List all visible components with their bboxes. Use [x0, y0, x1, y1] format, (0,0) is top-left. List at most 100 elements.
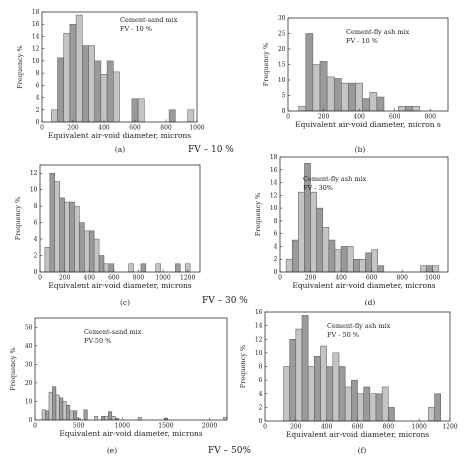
y-tick-label: 0: [274, 269, 278, 276]
y-tick-label: 2: [34, 253, 38, 260]
histogram-bar: [291, 239, 299, 273]
histogram-bar: [66, 404, 71, 421]
legend-entry: FV - 10 %: [346, 37, 378, 45]
legend-entry: Cement-fly ash mix: [327, 322, 391, 330]
histogram-bar: [377, 265, 385, 273]
y-tick-label: 8: [259, 364, 263, 371]
histogram-bar: [353, 258, 360, 273]
plot-frame: [39, 164, 201, 273]
x-tick-label: 600: [129, 125, 141, 132]
histogram-bar: [332, 352, 340, 422]
panel-1: 0 200 400 600 800 1000 0 2 4 6 8 10 12 14 16 18 Equivale…: [16, 9, 205, 154]
histogram-bar: [355, 82, 363, 112]
y-tick-label: 6: [36, 82, 40, 89]
x-tick-label: 200: [59, 275, 71, 282]
histogram-bar: [344, 386, 352, 422]
histogram-bar: [375, 393, 383, 422]
histogram-bar: [405, 106, 413, 112]
plot-frame: [41, 11, 198, 123]
histogram-bar: [137, 416, 142, 421]
y-tick-label: 20: [25, 380, 33, 387]
histogram-bar: [128, 263, 134, 273]
histogram-bar: [310, 191, 317, 273]
x-tick-label: 400: [321, 424, 333, 431]
y-tick-label: 16: [255, 309, 263, 316]
panel-3: 0 200 400 600 800 1000 1200 0 2 4 6 8 10 12 Equivalent…: [14, 164, 201, 307]
panel-label: (f): [358, 446, 367, 455]
histogram-bar: [426, 265, 433, 273]
histogram-bar: [63, 33, 71, 123]
x-tick-label: 200: [318, 114, 330, 121]
x-tick-label: 400: [84, 275, 96, 282]
y-axis-label: Frequency %: [14, 197, 22, 240]
histogram-bar: [338, 366, 346, 422]
x-tick-label: 400: [98, 125, 110, 132]
histogram-bar: [83, 409, 88, 421]
histogram-bar: [341, 82, 349, 112]
panel-6: 0 200 400 600 800 1000 1200 0 2 4 6 8 10 12 14 16 Equiva…: [239, 309, 458, 455]
histogram-bar: [333, 78, 342, 112]
legend-entry: Cement-sand mix: [84, 328, 142, 336]
y-tick-label: 12: [30, 170, 38, 177]
y-tick-label: 30: [25, 361, 33, 368]
histogram-bar: [52, 386, 57, 421]
histogram-bar: [328, 239, 336, 273]
histogram-bar: [108, 263, 115, 273]
y-tick-label: 0: [282, 108, 286, 115]
histogram-bar: [113, 71, 120, 123]
histogram-bar: [357, 393, 364, 422]
x-tick-label: 1000: [189, 125, 204, 132]
y-axis-label: Frequency %: [16, 45, 24, 88]
group-label-fv-30: FV – 30 %: [202, 296, 248, 306]
x-axis-label: Equivalent air-void diameter, microns: [48, 131, 191, 140]
histogram-bar: [298, 106, 307, 112]
legend-entry: Cement-sand mix: [120, 16, 178, 24]
histogram-bar: [155, 263, 161, 273]
y-tick-label: 8: [36, 70, 40, 77]
x-tick-label: 1000: [425, 275, 440, 282]
histogram-bar: [340, 246, 348, 273]
x-tick-label: 600: [352, 424, 364, 431]
legend-entry: FV-50 %: [84, 337, 111, 345]
histogram-bar: [298, 191, 305, 273]
histogram-bar: [175, 263, 181, 273]
panel-label: (c): [120, 298, 130, 307]
y-tick-label: 15: [278, 62, 286, 69]
legend-entry: FV - 30%: [303, 184, 333, 192]
histogram-bar: [381, 386, 389, 422]
x-tick-label: 800: [396, 275, 408, 282]
histogram-bar: [131, 98, 139, 123]
histogram-bar: [59, 397, 64, 421]
histogram-bar: [79, 222, 85, 273]
histogram-bar: [108, 411, 113, 421]
histogram-bar: [48, 391, 53, 421]
histogram-bar: [54, 181, 60, 273]
y-tick-label: 14: [270, 180, 278, 187]
histogram-bar: [51, 109, 58, 123]
histogram-bar: [316, 207, 324, 273]
plot-frame: [279, 156, 449, 273]
histogram-bar: [307, 366, 315, 422]
x-tick-label: 800: [383, 424, 395, 431]
y-tick-label: 0: [259, 418, 263, 425]
y-tick-label: 8: [34, 203, 38, 210]
y-tick-label: 0: [36, 119, 40, 126]
histogram-bar: [88, 230, 95, 273]
histogram-bar: [69, 410, 74, 421]
x-tick-label: 800: [160, 125, 172, 132]
x-tick-label: 400: [335, 275, 347, 282]
y-tick-label: 30: [278, 15, 286, 22]
panel-label: (e): [107, 446, 117, 455]
group-label-fv-10: FV – 10 %: [188, 145, 234, 155]
y-tick-label: 2: [36, 107, 40, 114]
x-axis-label: Equivalent air-void diameter, microns: [59, 429, 202, 438]
panel-label: (b): [355, 145, 366, 154]
histogram-bar: [41, 409, 46, 421]
histogram-bar: [397, 106, 406, 112]
x-tick-label: 400: [353, 114, 365, 121]
histogram-bar: [320, 345, 327, 422]
y-tick-label: 25: [278, 31, 286, 38]
y-tick-label: 6: [259, 377, 263, 384]
x-tick-label: 600: [108, 275, 120, 282]
